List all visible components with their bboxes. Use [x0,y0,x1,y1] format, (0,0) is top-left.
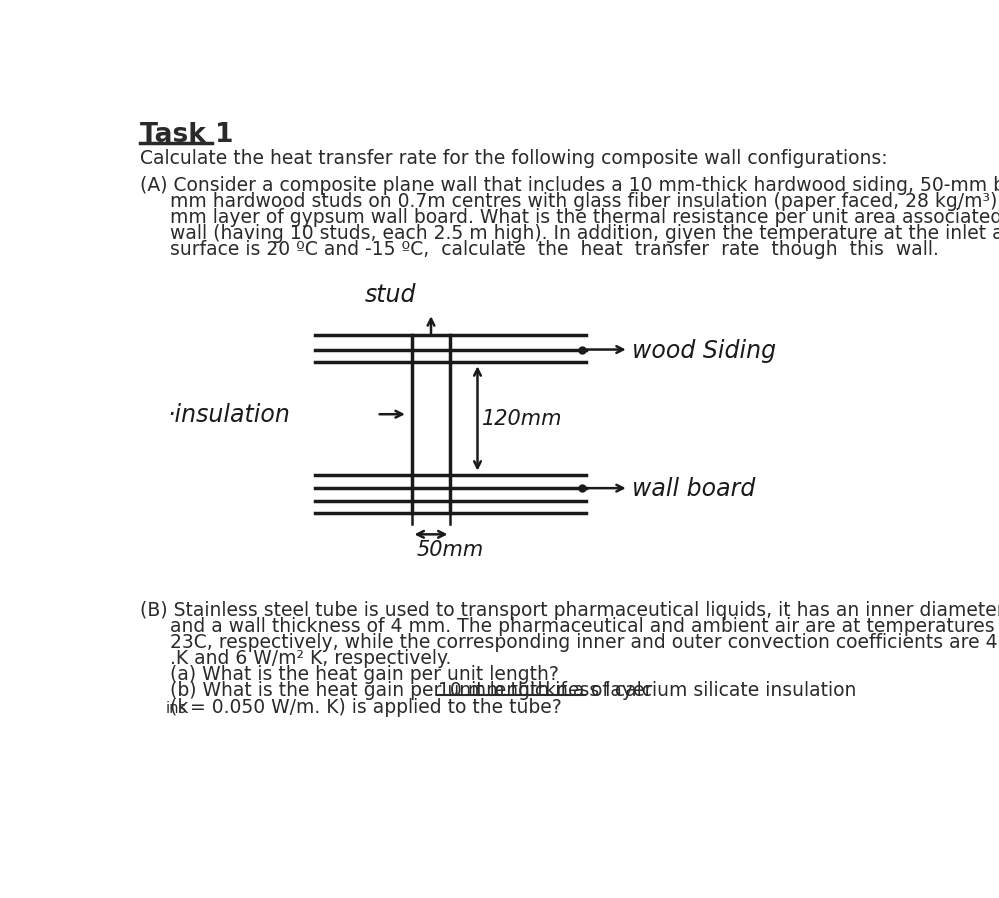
Text: (b) What is the heat gain per unit length if a: (b) What is the heat gain per unit lengt… [141,682,590,700]
Text: stud: stud [365,283,417,306]
Text: ·insulation: ·insulation [168,402,291,427]
Text: Calculate the heat transfer rate for the following composite wall configurations: Calculate the heat transfer rate for the… [141,148,888,168]
Text: surface is 20 ºC and -15 ºC,  calculate  the  heat  transfer  rate  though  this: surface is 20 ºC and -15 ºC, calculate t… [141,240,939,260]
Text: = 0.050 W/m. K) is applied to the tube?: = 0.050 W/m. K) is applied to the tube? [184,698,561,717]
Text: (k: (k [141,698,189,717]
Text: 120mm: 120mm [483,409,562,429]
Text: mm layer of gypsum wall board. What is the thermal resistance per unit area asso: mm layer of gypsum wall board. What is t… [141,207,999,227]
Text: of calcium silicate insulation: of calcium silicate insulation [585,682,856,700]
Text: (A) Consider a composite plane wall that includes a 10 mm-thick hardwood siding,: (A) Consider a composite plane wall that… [141,175,999,195]
Text: wall (having 10 studs, each 2.5 m high). In addition, given the temperature at t: wall (having 10 studs, each 2.5 m high).… [141,224,999,243]
Text: wall board: wall board [632,478,756,501]
Text: and a wall thickness of 4 mm. The pharmaceutical and ambient air are at temperat: and a wall thickness of 4 mm. The pharma… [141,617,999,636]
Text: 10 mm thickness layer: 10 mm thickness layer [438,682,652,700]
Text: 50mm: 50mm [417,541,485,560]
Text: (a) What is the heat gain per unit length?: (a) What is the heat gain per unit lengt… [141,665,559,684]
Text: mm hardwood studs on 0.7m centres with glass fiber insulation (paper faced, 28 k: mm hardwood studs on 0.7m centres with g… [141,191,999,211]
Text: .K and 6 W/m² K, respectively.: .K and 6 W/m² K, respectively. [141,649,452,668]
Text: ins: ins [165,701,187,717]
Text: 23C, respectively, while the corresponding inner and outer convection coefficien: 23C, respectively, while the correspondi… [141,633,999,652]
Text: (B) Stainless steel tube is used to transport pharmaceutical liquids, it has an : (B) Stainless steel tube is used to tran… [141,601,999,620]
Text: wood Siding: wood Siding [632,339,776,363]
Text: Task 1: Task 1 [141,121,234,147]
